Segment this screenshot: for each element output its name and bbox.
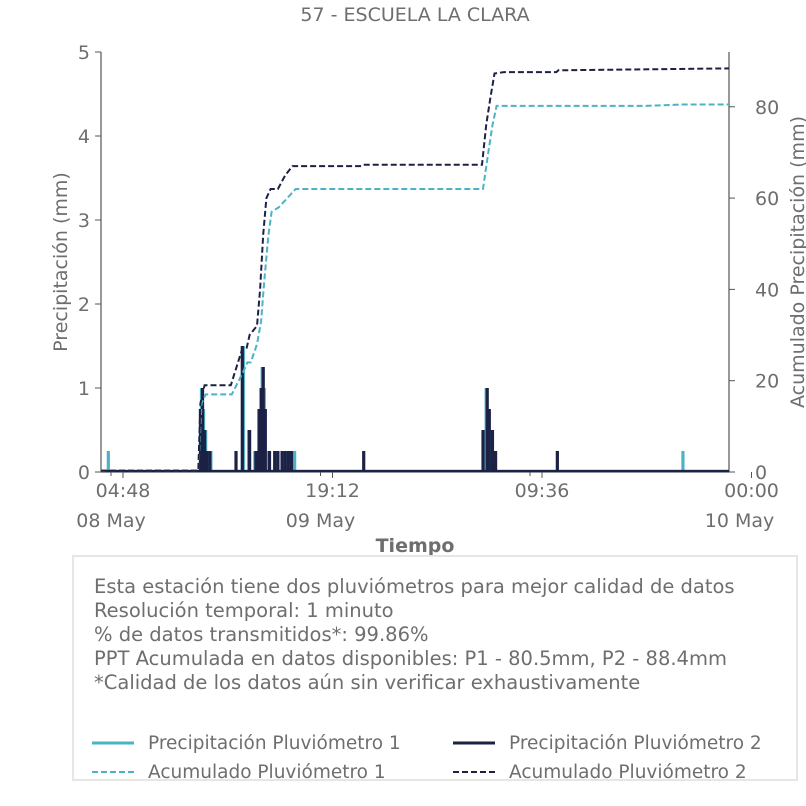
x-axis-label: Tiempo bbox=[376, 535, 455, 557]
x-tick-label: 00:00 bbox=[724, 480, 779, 502]
legend-item-precip-p1: Precipitación Pluviómetro 1 bbox=[92, 731, 401, 755]
y-right-tick-label: 20 bbox=[755, 371, 779, 393]
legend-swatch bbox=[92, 771, 134, 773]
y-left-tick-label: 3 bbox=[78, 210, 90, 232]
y-right-tick-label: 80 bbox=[755, 97, 779, 119]
legend-label: Acumulado Pluviómetro 1 bbox=[148, 761, 386, 783]
info-line-resolution: Resolución temporal: 1 minuto bbox=[94, 599, 394, 622]
legend-item-accum-p2: Acumulado Pluviómetro 2 bbox=[453, 760, 747, 784]
y-left-tick-label: 4 bbox=[78, 126, 90, 148]
chart: 57 - ESCUELA LA CLARA Precipitación (mm)… bbox=[50, 4, 806, 557]
y-left-tick-label: 5 bbox=[78, 42, 90, 64]
y-left-tick-label: 1 bbox=[78, 378, 90, 400]
info-line-quality: *Calidad de los datos aún sin verificar … bbox=[94, 671, 641, 694]
chart-title: 57 - ESCUELA LA CLARA bbox=[300, 4, 529, 26]
info-line-transmitted: % de datos transmitidos*: 99.86% bbox=[94, 623, 429, 646]
x-tick-label: 04:48 bbox=[96, 480, 151, 502]
x-date-label: 09 May bbox=[286, 510, 356, 532]
x-date-label: 08 May bbox=[76, 510, 146, 532]
legend: Precipitación Pluviómetro 1 Precipitació… bbox=[92, 729, 792, 783]
x-tick-label: 19:12 bbox=[305, 480, 360, 502]
info-box: Esta estación tiene dos pluviómetros par… bbox=[72, 555, 798, 783]
legend-label: Precipitación Pluviómetro 1 bbox=[148, 732, 401, 754]
legend-item-accum-p1: Acumulado Pluviómetro 1 bbox=[92, 760, 386, 784]
x-tick-label: 09:36 bbox=[515, 480, 570, 502]
legend-item-precip-p2: Precipitación Pluviómetro 2 bbox=[453, 731, 762, 755]
y-axis-left-label: Precipitación (mm) bbox=[50, 172, 72, 352]
y-right-tick-label: 40 bbox=[755, 279, 779, 301]
legend-swatch bbox=[453, 741, 495, 745]
y-right-tick-label: 60 bbox=[755, 188, 779, 210]
y-axis-right-label: Acumulado Precipitación (mm) bbox=[787, 116, 806, 408]
legend-label: Acumulado Pluviómetro 2 bbox=[509, 761, 747, 783]
y-left-tick-label: 0 bbox=[78, 462, 90, 484]
y-left-tick-label: 2 bbox=[78, 294, 90, 316]
legend-swatch bbox=[92, 741, 134, 745]
y-right-tick-label: 0 bbox=[755, 462, 767, 484]
info-line-accumulated: PPT Acumulada en datos disponibles: P1 -… bbox=[94, 647, 727, 670]
legend-label: Precipitación Pluviómetro 2 bbox=[509, 732, 762, 754]
legend-swatch bbox=[453, 771, 495, 773]
x-date-label: 10 May bbox=[705, 510, 775, 532]
info-line-stations: Esta estación tiene dos pluviómetros par… bbox=[94, 575, 735, 598]
accum-line-p1 bbox=[101, 103, 729, 472]
info-text: Esta estación tiene dos pluviómetros par… bbox=[94, 575, 735, 695]
accum-line-p2 bbox=[101, 67, 730, 472]
